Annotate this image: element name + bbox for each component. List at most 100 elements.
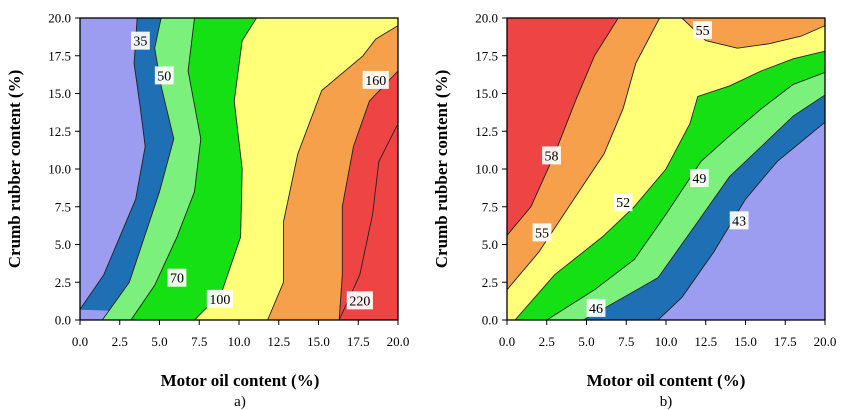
contour-label-b-2: 52 [613, 193, 633, 212]
contour-label-text: 55 [696, 24, 710, 39]
x-tick-label: 12.5 [267, 334, 290, 349]
x-tick-label: 2.5 [539, 334, 555, 349]
contour-line-a-5 [338, 70, 398, 320]
contour-label-a-4: 160 [362, 70, 389, 89]
contour-label-bg [693, 21, 712, 40]
contour-label-b-3: 49 [689, 169, 709, 188]
contour-label-bg [167, 268, 187, 287]
x-tick-label: 7.5 [191, 334, 207, 349]
x-tick-label: 15.0 [307, 334, 330, 349]
y-tick-label: 0.0 [55, 313, 71, 328]
contour-label-text: 46 [589, 302, 603, 317]
contour-line-a-2 [130, 18, 202, 320]
contour-label-b-1: 55 [532, 223, 552, 242]
contour-line-b-2 [514, 50, 825, 320]
y-tick-label: 10.0 [48, 162, 71, 177]
contour-line-a-0 [80, 18, 146, 310]
x-tick-label: 0.0 [72, 334, 88, 349]
contour-label-bg [542, 146, 561, 165]
y-tick-label: 15.0 [48, 86, 71, 101]
contour-label-b-5: 46 [586, 298, 606, 317]
contour-label-text: 70 [170, 272, 184, 287]
contour-line-b-0 [507, 18, 619, 236]
panel-label-b: b) [660, 394, 673, 410]
contour-line-a-6 [338, 123, 398, 320]
y-tick-label: 2.5 [55, 275, 71, 290]
contour-line-a-1 [101, 18, 175, 320]
contour-lines-b [507, 18, 825, 320]
contour-label-text: 160 [365, 74, 386, 89]
x-tick-label: 12.5 [694, 334, 717, 349]
contour-label-bg [729, 211, 749, 230]
x-tick-label: 5.0 [151, 334, 167, 349]
x-tick-label: 2.5 [112, 334, 128, 349]
y-ticks-a: 0.0 2.5 5.0 7.5 10.0 12.5 15.0 17.5 20.0 [48, 11, 80, 328]
contour-label-a-5: 220 [346, 291, 373, 310]
x-tick-label: 5.0 [578, 334, 594, 349]
contour-line-a-4 [267, 25, 398, 320]
y-tick-label: 7.5 [482, 199, 498, 214]
contour-label-a-3: 100 [206, 289, 234, 308]
chart-panel-a: 35 50 70 100 160 220 0.0 2.5 5.0 7.5 10.0 12.5 15.0… [5, 11, 409, 410]
x-tick-label: 15.0 [734, 334, 757, 349]
contour-line-b-4 [583, 94, 825, 320]
x-tick-label: 0.0 [499, 334, 515, 349]
x-tick-label: 20.0 [814, 334, 837, 349]
contour-label-text: 52 [616, 196, 630, 211]
contour-label-text: 58 [545, 149, 559, 164]
x-ticks-b: 0.0 2.5 5.0 7.5 10.0 12.5 15.0 17.5 20.0 [499, 320, 837, 349]
x-tick-label: 17.5 [774, 334, 797, 349]
contour-label-text: 50 [157, 69, 171, 84]
contour-label-bg [532, 223, 552, 242]
y-axis-title-b: Crumb rubber content (%) [432, 70, 451, 268]
contour-label-bg [206, 289, 234, 308]
y-tick-label: 0.0 [482, 313, 498, 328]
y-tick-label: 20.0 [48, 11, 71, 26]
y-tick-label: 17.5 [48, 48, 71, 63]
y-ticks-b: 0.0 2.5 5.0 7.5 10.0 12.5 15.0 17.5 20.0 [475, 11, 507, 328]
contour-labels-b: 58 55 52 49 43 46 55 [532, 21, 749, 317]
contour-label-text: 43 [732, 214, 746, 229]
chart-panel-b: 58 55 52 49 43 46 55 0.0 2.5 5.0 7.5 10.0 12.5 15.0 1… [432, 11, 836, 410]
contour-line-b-1 [507, 18, 660, 291]
contour-label-text: 35 [133, 35, 147, 50]
contour-label-bg [362, 70, 389, 89]
contour-label-text: 49 [692, 172, 706, 187]
contour-label-a-0: 35 [131, 31, 150, 50]
x-tick-label: 20.0 [387, 334, 410, 349]
x-ticks-a: 0.0 2.5 5.0 7.5 10.0 12.5 15.0 17.5 20.0 [72, 320, 410, 349]
contour-label-bg [131, 31, 150, 50]
x-tick-label: 17.5 [347, 334, 370, 349]
x-tick-label: 10.0 [228, 334, 251, 349]
contour-line-b-3 [546, 71, 825, 320]
contour-label-text: 220 [349, 294, 370, 309]
contour-label-a-2: 70 [167, 268, 187, 287]
y-tick-label: 5.0 [55, 237, 71, 252]
x-axis-title-a: Motor oil content (%) [161, 371, 320, 390]
y-tick-label: 17.5 [475, 48, 498, 63]
y-tick-label: 20.0 [475, 11, 498, 26]
y-tick-label: 5.0 [482, 237, 498, 252]
contour-label-text: 100 [209, 293, 230, 308]
y-tick-label: 12.5 [475, 124, 498, 139]
y-axis-title-a: Crumb rubber content (%) [5, 70, 24, 268]
y-tick-label: 7.5 [55, 199, 71, 214]
contour-line-b-5 [657, 121, 825, 320]
y-tick-label: 15.0 [475, 86, 498, 101]
contour-label-b-6: 55 [693, 21, 712, 40]
x-axis-title-b: Motor oil content (%) [587, 371, 746, 390]
contour-label-b-0: 58 [542, 146, 561, 165]
y-tick-label: 2.5 [482, 275, 498, 290]
contour-label-bg [154, 66, 174, 85]
x-tick-label: 7.5 [618, 334, 634, 349]
contour-label-bg [346, 291, 373, 310]
y-tick-label: 12.5 [48, 124, 71, 139]
y-tick-label: 10.0 [475, 162, 498, 177]
contour-label-text: 55 [535, 226, 549, 241]
contour-label-bg [613, 193, 633, 212]
contour-label-b-4: 43 [729, 211, 749, 230]
contour-label-bg [586, 298, 606, 317]
contour-label-bg [689, 169, 709, 188]
contour-label-a-1: 50 [154, 66, 174, 85]
